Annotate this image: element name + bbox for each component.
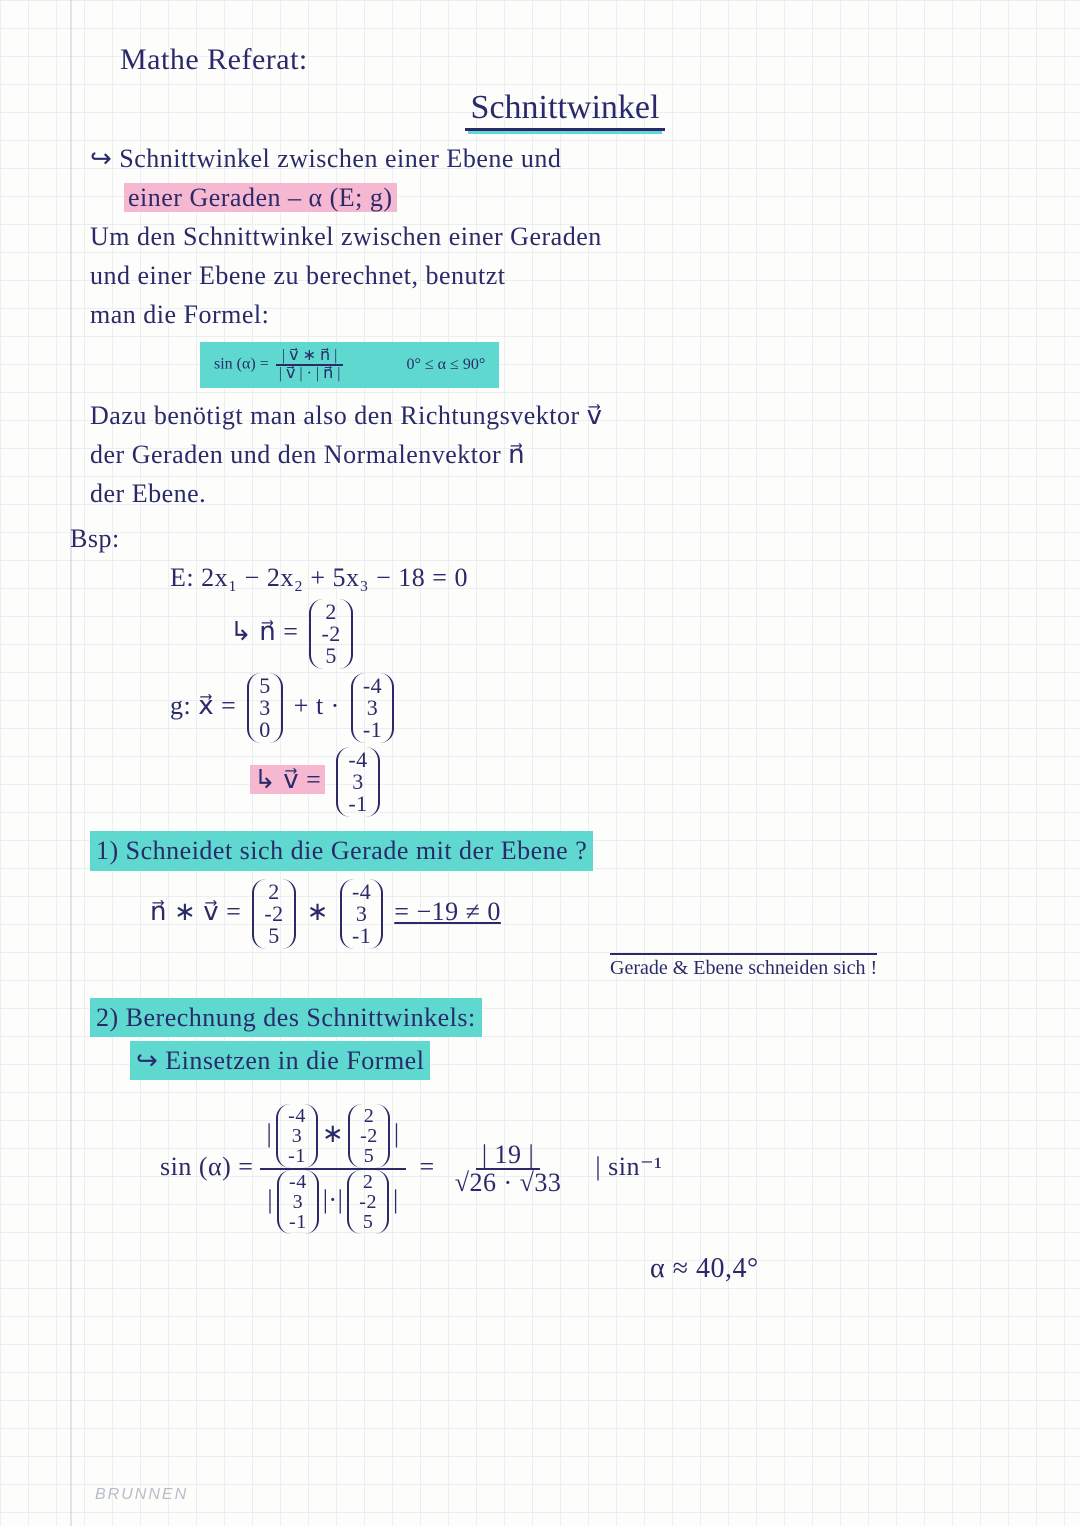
explain-line: der Geraden und den Normalenvektor n⃗	[90, 437, 1040, 472]
dot-product: n⃗ ∗ v⃗ = 2-25 ∗ -43-1 = −19 ≠ 0	[150, 879, 1040, 949]
left-margin	[70, 0, 72, 1526]
intersection-note: Gerade & Ebene schneiden sich !	[610, 953, 877, 980]
section-heading: ↪ Schnittwinkel zwischen einer Ebene und	[90, 141, 1040, 176]
handwritten-page: Mathe Referat: Schnittwinkel ↪ Schnittwi…	[90, 40, 1040, 1292]
intro-line: und einer Ebene zu berechnet, benutzt	[90, 258, 1040, 293]
page-subtitle: Schnittwinkel	[90, 89, 1040, 127]
normal-vector: ↳ n⃗ = 2-25	[230, 599, 1040, 669]
inverse-sin-note: | sin⁻¹	[595, 1152, 662, 1181]
final-answer: α ≈ 40,4°	[650, 1250, 1040, 1288]
explain-line: Dazu benötigt man also den Richtungsvekt…	[90, 398, 1040, 433]
step-1-heading: 1) Schneidet sich die Gerade mit der Ebe…	[90, 831, 1040, 870]
step-2-heading: 2) Berechnung des Schnittwinkels:	[90, 998, 1040, 1037]
intro-line: man die Formel:	[90, 297, 1040, 332]
main-formula: sin (α) = | v⃗ ∗ n⃗ | | v⃗ | · | n⃗ | 0°…	[200, 342, 499, 388]
intro-line: Um den Schnittwinkel zwischen einer Gera…	[90, 219, 1040, 254]
plane-equation: E: 2x₁ − 2x₂ + 5x₃ − 18 = 0	[170, 560, 1040, 595]
section-heading-2: einer Geraden – α (E; g)	[124, 180, 1040, 215]
line-equation: g: x⃗ = 530 + t · -43-1	[170, 673, 1040, 743]
example-label: Bsp:	[70, 521, 1040, 556]
angle-range: 0° ≤ α ≤ 90°	[406, 356, 485, 374]
final-calc: sin (α) = |-43-1∗2-25| |-43-1|·|2-25| = …	[160, 1104, 1040, 1234]
step-2-sub: ↪ Einsetzen in die Formel	[130, 1041, 1040, 1080]
explain-line: der Ebene.	[90, 476, 1040, 511]
page-title: Mathe Referat:	[120, 40, 1040, 81]
direction-vector: ↳ v⃗ = -43-1	[250, 747, 1040, 817]
paper-brand-watermark: BRUNNEN	[95, 1486, 188, 1504]
